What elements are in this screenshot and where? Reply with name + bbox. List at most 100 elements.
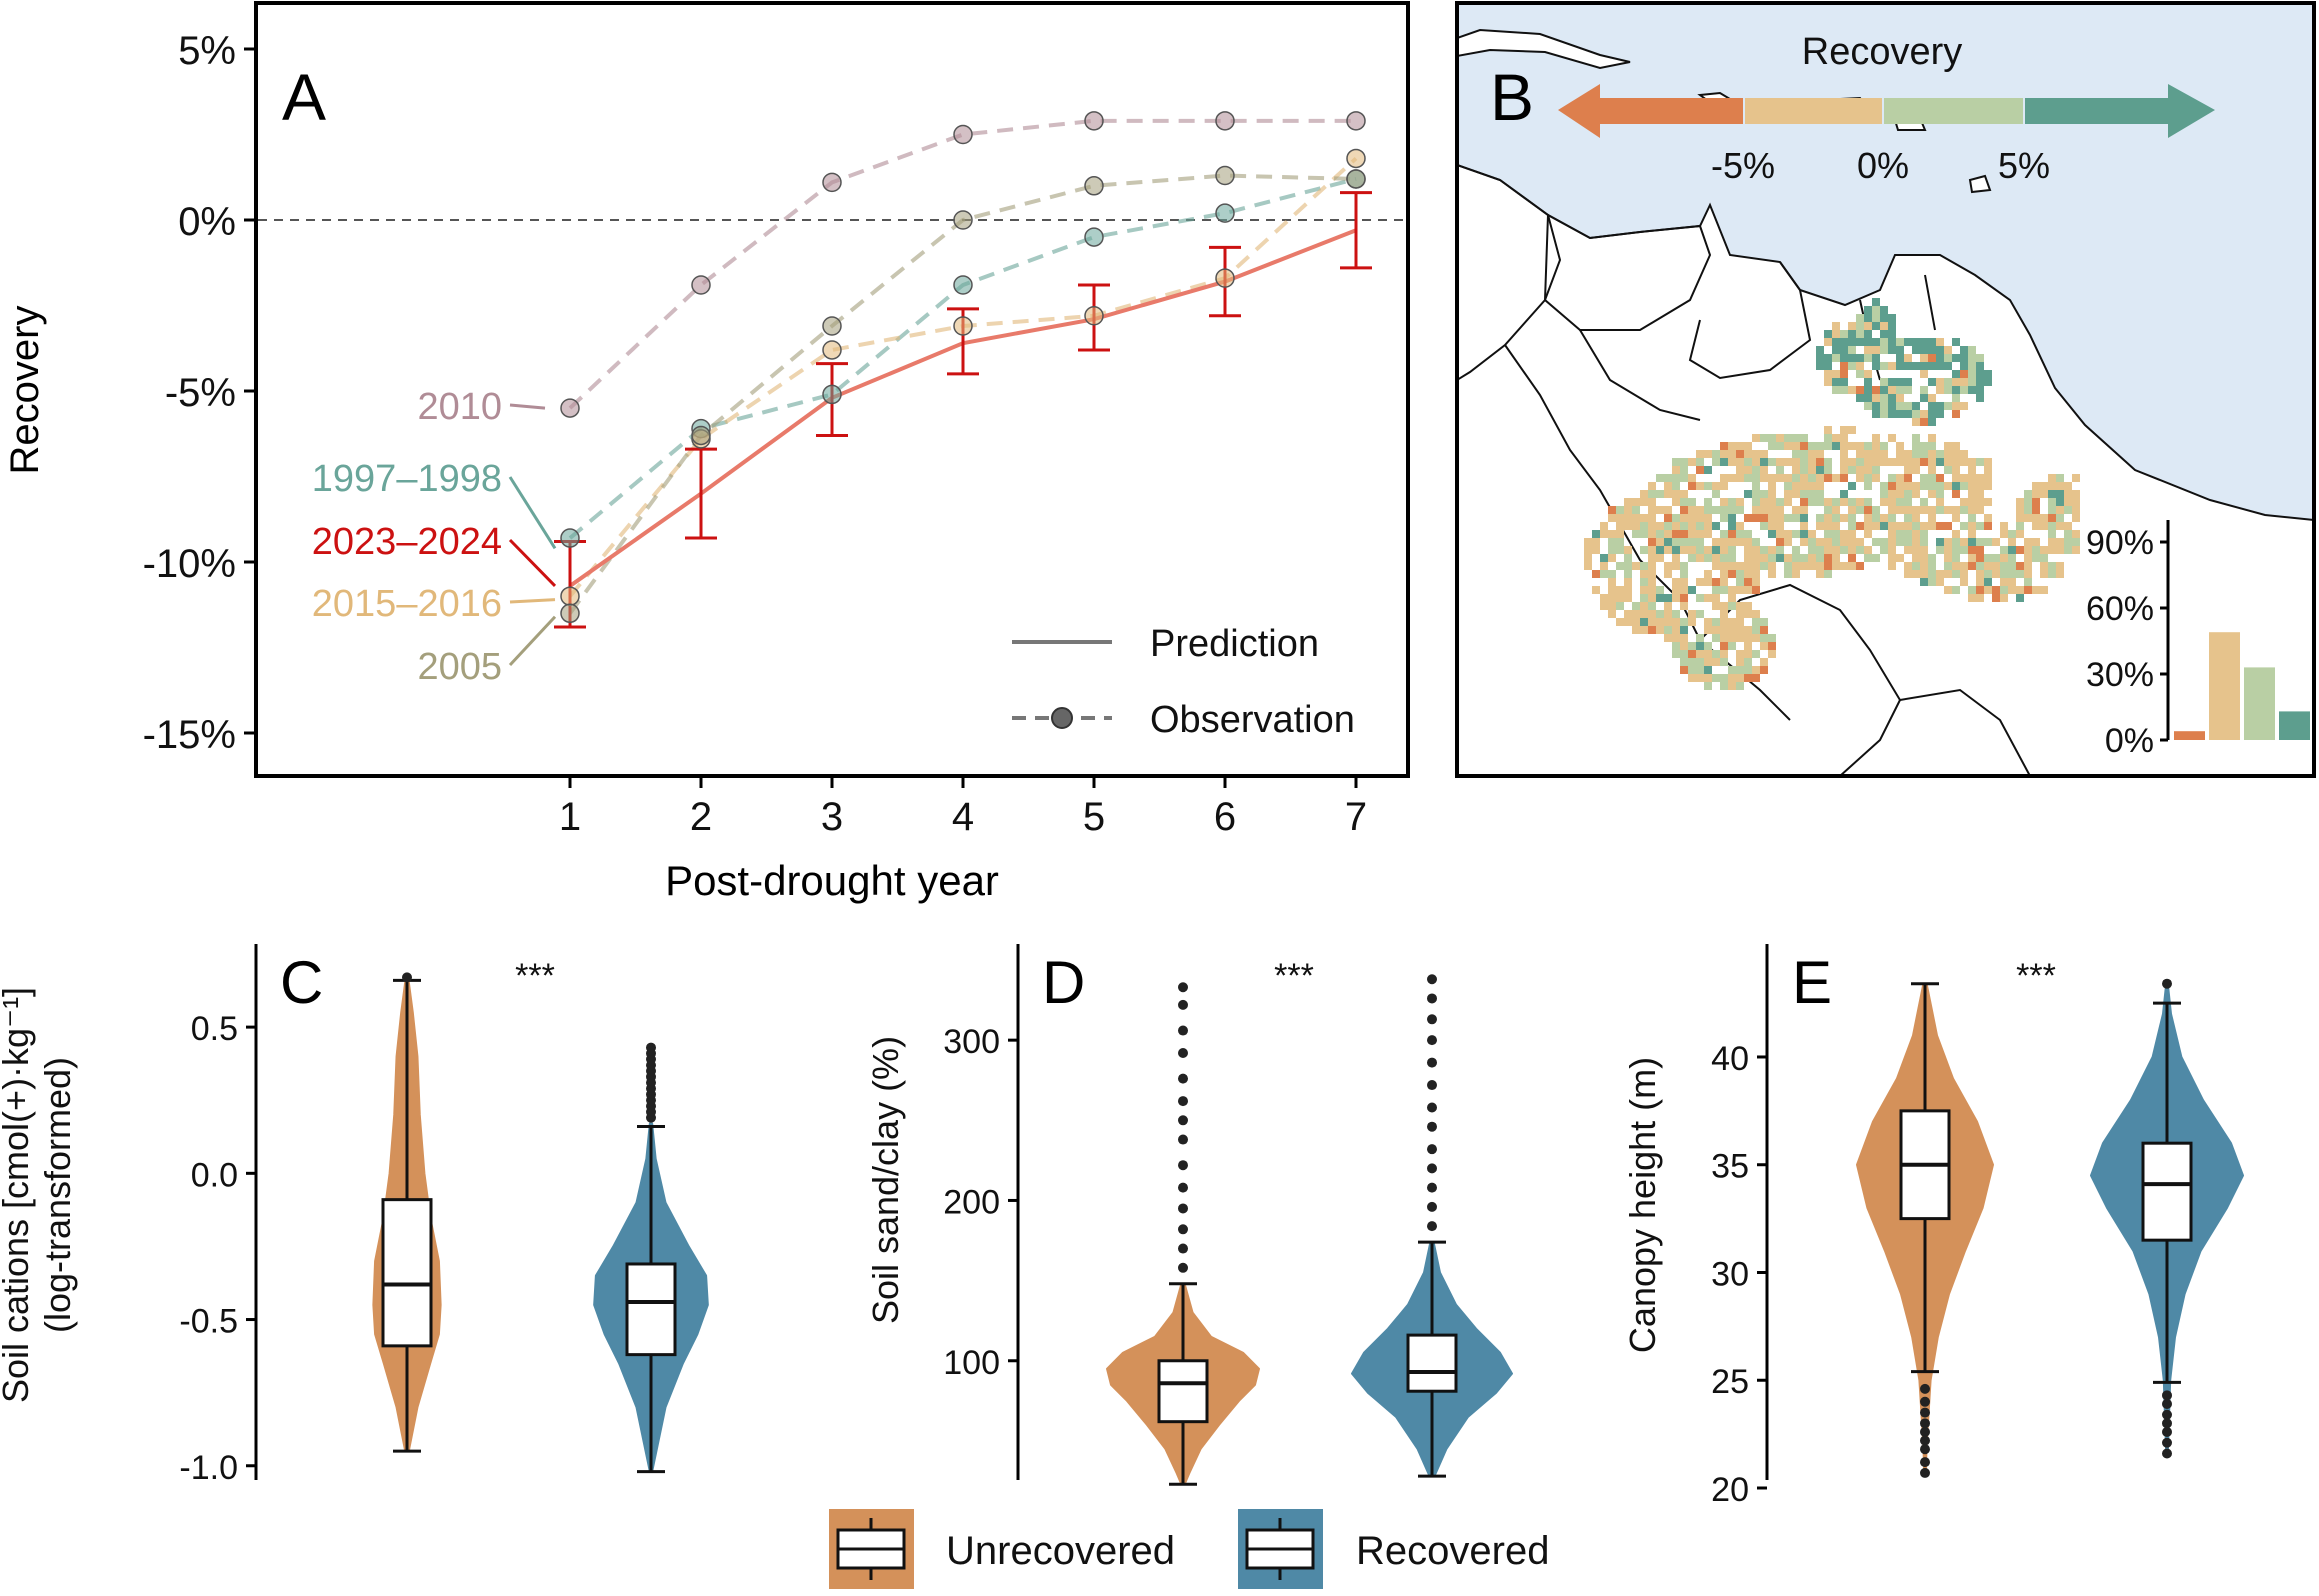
observation-point-2005 [1084, 176, 1104, 196]
observation-point-2005 [822, 316, 842, 336]
y-tick-label: 35 [1711, 1148, 1749, 1186]
group-legend: Unrecovered Recovered [829, 1509, 1549, 1589]
panel-d-letter: D [1042, 949, 1085, 1016]
series-label: 2005 [417, 646, 502, 688]
panel-a-y-label: Recovery [3, 306, 47, 475]
y-tick-label: 40 [1711, 1040, 1749, 1078]
outlier-point [1178, 1115, 1188, 1126]
x-tick-label: 1 [559, 795, 581, 839]
outlier-point [1427, 1201, 1437, 1212]
outlier-point [402, 972, 412, 983]
colorbar-title: Recovery [1802, 31, 1963, 73]
y-tick-label: 300 [943, 1023, 1000, 1061]
outlier-point [1178, 1073, 1188, 1084]
observation-point-1997–1998 [560, 528, 580, 548]
map-recovery-pixels [1584, 298, 2080, 690]
iqr-box [1157, 1359, 1209, 1424]
panel-e: E 40 35 30 25 20 Canopy height (m) *** [1622, 944, 2244, 1509]
outlier-point [2162, 1426, 2172, 1437]
series-label-leader [508, 476, 557, 550]
series-label-leader [508, 615, 557, 667]
y-tick-label: -10% [143, 542, 236, 586]
panel-b-frame [1455, 1, 2316, 778]
outlier-point [1920, 1426, 1930, 1437]
outlier-point [1178, 982, 1188, 993]
y-axis-label: Soil cations [cmol(+)·kg⁻¹] [0, 987, 36, 1403]
y-tick-label: 30 [1711, 1255, 1749, 1293]
panel-c-letter: C [280, 949, 323, 1016]
y-tick-label: -0.5 [179, 1303, 238, 1341]
legend-unrecovered-label: Unrecovered [946, 1529, 1175, 1573]
inset-bar [2244, 667, 2275, 740]
panel-a-series [554, 111, 1372, 629]
outlier-point [1920, 1383, 1930, 1394]
outlier-point [1178, 1160, 1188, 1171]
observation-point-2015–2016 [1084, 306, 1104, 326]
series-label: 2010 [417, 386, 502, 428]
x-tick-label: 6 [1214, 795, 1236, 839]
observation-point-2010 [1215, 111, 1235, 131]
outlier-point [2162, 978, 2172, 989]
inset-bar [2279, 711, 2310, 740]
y-tick-label: 0.0 [191, 1156, 238, 1194]
outlier-point [2162, 1418, 2172, 1429]
observation-point-2010 [822, 172, 842, 193]
outlier-point [1427, 1014, 1437, 1025]
outlier-point [1427, 1035, 1437, 1046]
colorbar-tick: 5% [1998, 145, 2050, 186]
outlier-point [1427, 974, 1437, 985]
outlier-point [1920, 1435, 1930, 1446]
significance-label: *** [1274, 957, 1314, 995]
panel-b: B Recovery -5% 0% 5% 0% 30% 60% 90% [1455, 1, 2316, 778]
outlier-point [1178, 999, 1188, 1010]
outlier-point [1427, 1163, 1437, 1174]
series-label: 2023–2024 [312, 521, 502, 563]
outlier-point [646, 1042, 656, 1053]
series-label: 2015–2016 [312, 583, 502, 625]
outlier-point [1427, 1102, 1437, 1113]
y-tick-label: 100 [943, 1344, 1000, 1382]
inset-bar [2209, 632, 2240, 740]
series-label-leader [509, 598, 556, 604]
legend-recovered-label: Recovered [1356, 1529, 1549, 1573]
observation-point-2010 [691, 275, 711, 295]
y-axis-label: Canopy height (m) [1622, 1057, 1663, 1353]
inset-y-tick-label: 0% [2105, 722, 2154, 760]
outlier-point [1427, 1221, 1437, 1232]
outlier-point [1920, 1407, 1930, 1418]
outlier-point [1427, 1182, 1437, 1193]
outlier-point [1178, 1243, 1188, 1254]
series-label-leader [509, 403, 546, 410]
y-tick-label: 200 [943, 1183, 1000, 1221]
y-tick-label: 20 [1711, 1471, 1749, 1509]
outlier-point [1920, 1444, 1930, 1455]
panel-a-legend: Prediction Observation [1012, 623, 1355, 741]
significance-label: *** [515, 957, 555, 995]
series-label: 1997–1998 [312, 458, 502, 500]
outlier-point [2162, 1398, 2172, 1409]
significance-label: *** [2016, 957, 2056, 995]
panel-b-letter: B [1490, 60, 1534, 134]
y-tick-label: 25 [1711, 1363, 1749, 1401]
outlier-point [1178, 1025, 1188, 1036]
outlier-point [1178, 1096, 1188, 1107]
outlier-point [1920, 1396, 1930, 1407]
panel-a-letter: A [282, 60, 326, 134]
x-tick-label: 4 [952, 795, 974, 839]
outlier-point [1427, 993, 1437, 1004]
outlier-point [2162, 1437, 2172, 1448]
inset-y-tick-label: 30% [2086, 656, 2154, 694]
inset-bar-chart: 0% 30% 60% 90% [2086, 520, 2310, 760]
observation-point-2005 [560, 603, 580, 624]
colorbar: -5% 0% 5% [1558, 84, 2215, 186]
outlier-point [2162, 1448, 2172, 1459]
outlier-point [1178, 1182, 1188, 1193]
colorbar-segment-negative [1745, 98, 1882, 124]
outlier-point [2162, 1409, 2172, 1420]
observation-point-2005 [1346, 169, 1366, 189]
observation-point-1997–1998 [953, 275, 973, 295]
observation-point-2010 [1346, 111, 1366, 131]
panel-a-x-label: Post-drought year [665, 857, 999, 904]
y-axis-label: Soil sand/clay (%) [865, 1036, 906, 1324]
